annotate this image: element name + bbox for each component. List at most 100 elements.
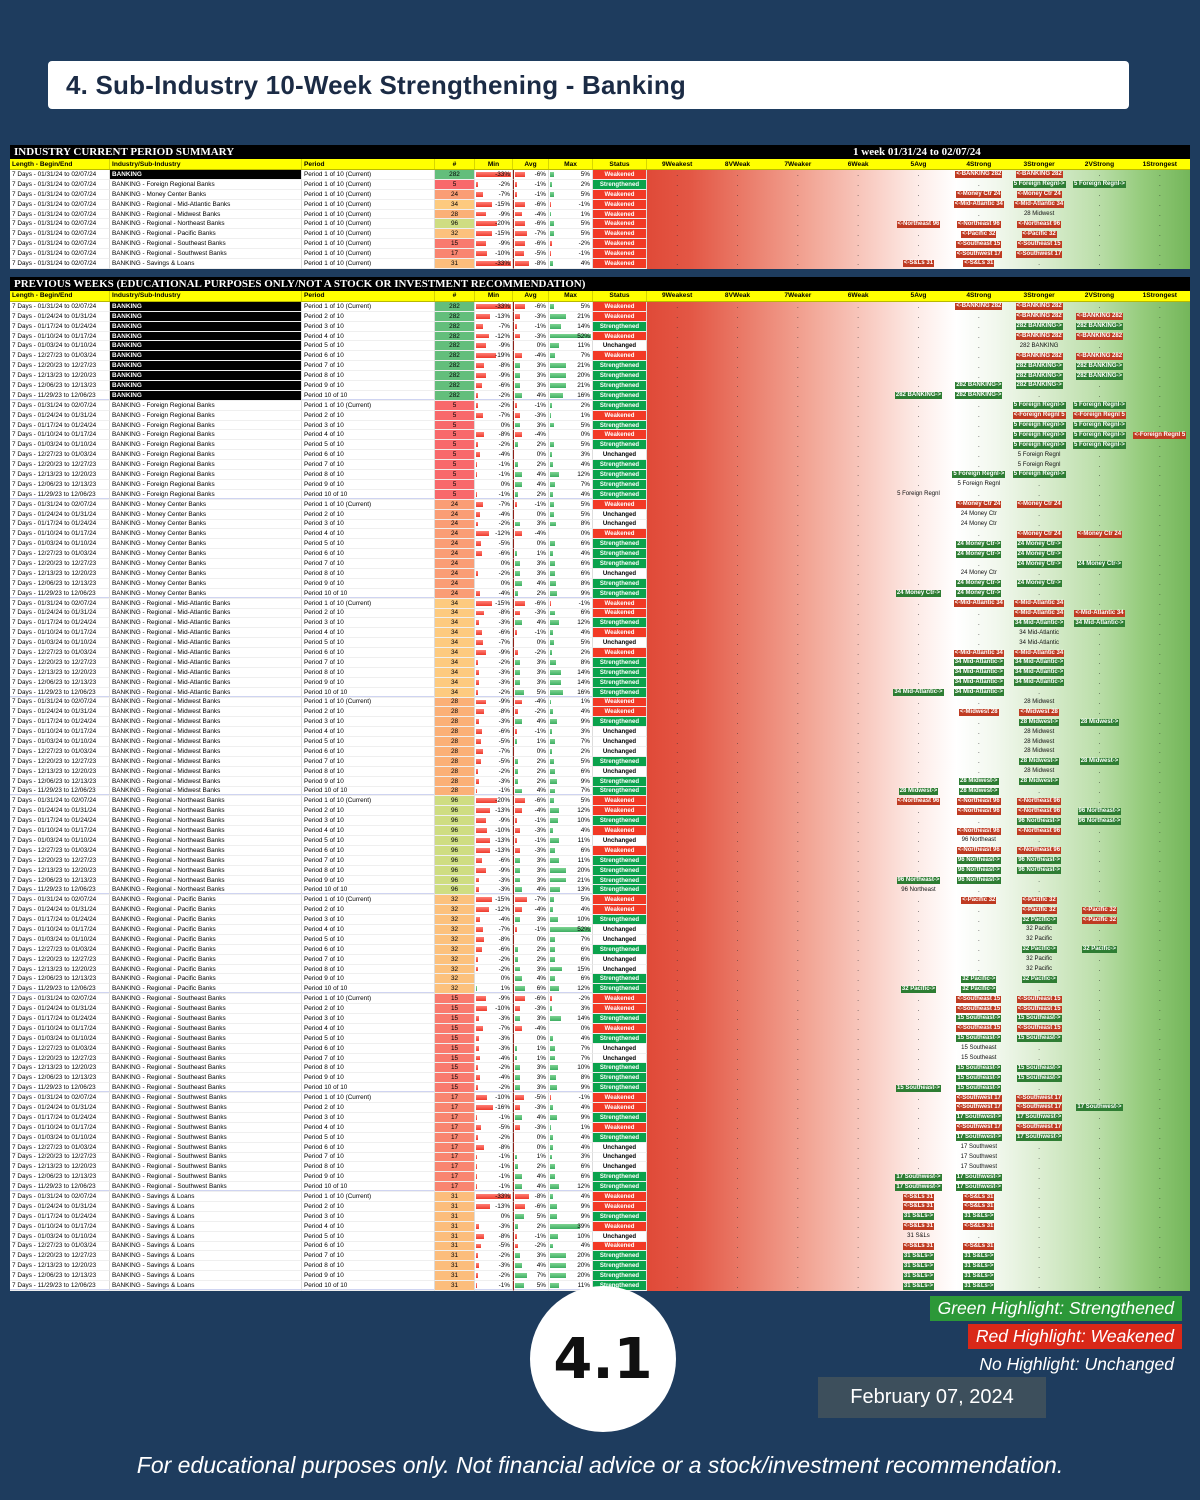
table-row[interactable]: 7 Days - 01/31/24 to 02/07/24 BANKING - R…: [10, 994, 1190, 1005]
table-row[interactable]: 7 Days - 01/17/24 to 01/24/24 BANKING - M…: [10, 519, 1190, 530]
table-row[interactable]: 7 Days - 12/13/23 to 12/20/23 BANKING - R…: [10, 667, 1190, 678]
table-row[interactable]: 7 Days - 12/20/23 to 12/27/23 BANKING - R…: [10, 657, 1190, 668]
table-row[interactable]: 7 Days - 01/31/24 to 02/07/24 BANKING Peri…: [10, 170, 1190, 180]
table-row[interactable]: 7 Days - 01/03/24 to 01/10/24 BANKING - F…: [10, 440, 1190, 451]
table-row[interactable]: 7 Days - 01/17/24 to 01/24/24 BANKING - S…: [10, 1211, 1190, 1222]
table-row[interactable]: 7 Days - 12/27/23 to 01/03/24 BANKING Peri…: [10, 351, 1190, 362]
table-row[interactable]: 7 Days - 01/31/24 to 02/07/24 BANKING - R…: [10, 796, 1190, 807]
table-row[interactable]: 7 Days - 01/10/24 to 01/17/24 BANKING - F…: [10, 430, 1190, 441]
table-row[interactable]: 7 Days - 01/24/24 to 01/31/24 BANKING - R…: [10, 707, 1190, 718]
table-row[interactable]: 7 Days - 12/06/23 to 12/13/23 BANKING - R…: [10, 1073, 1190, 1084]
table-row[interactable]: 7 Days - 12/06/23 to 12/13/23 BANKING - R…: [10, 677, 1190, 688]
table-row[interactable]: 7 Days - 01/31/24 to 02/07/24 BANKING - R…: [10, 199, 1190, 210]
table-row[interactable]: 7 Days - 01/17/24 to 01/24/24 BANKING - R…: [10, 618, 1190, 629]
table-row[interactable]: 7 Days - 12/27/23 to 01/03/24 BANKING - R…: [10, 944, 1190, 955]
table-row[interactable]: 7 Days - 11/29/23 to 12/06/23 BANKING - R…: [10, 1182, 1190, 1193]
table-row[interactable]: 7 Days - 12/13/23 to 12/20/23 BANKING - S…: [10, 1261, 1190, 1272]
table-row[interactable]: 7 Days - 01/10/24 to 01/17/24 BANKING - S…: [10, 1221, 1190, 1232]
table-row[interactable]: 7 Days - 01/17/24 to 01/24/24 BANKING - F…: [10, 420, 1190, 431]
table-row[interactable]: 7 Days - 01/31/24 to 02/07/24 BANKING - R…: [10, 895, 1190, 906]
table-row[interactable]: 7 Days - 12/27/23 to 01/03/24 BANKING - R…: [10, 746, 1190, 757]
table-row[interactable]: 7 Days - 12/27/23 to 01/03/24 BANKING - S…: [10, 1241, 1190, 1252]
table-row[interactable]: 7 Days - 12/06/23 to 12/13/23 BANKING - R…: [10, 776, 1190, 787]
table-row[interactable]: 7 Days - 01/03/24 to 01/10/24 BANKING - S…: [10, 1231, 1190, 1242]
table-row[interactable]: 7 Days - 12/06/23 to 12/13/23 BANKING - F…: [10, 479, 1190, 490]
table-row[interactable]: 7 Days - 01/31/24 to 02/07/24 BANKING - M…: [10, 499, 1190, 510]
table-row[interactable]: 7 Days - 01/24/24 to 01/31/24 BANKING - F…: [10, 410, 1190, 421]
table-row[interactable]: 7 Days - 12/20/23 to 12/27/23 BANKING - R…: [10, 1152, 1190, 1163]
table-row[interactable]: 7 Days - 12/20/23 to 12/27/23 BANKING Peri…: [10, 361, 1190, 372]
table-row[interactable]: 7 Days - 01/03/24 to 01/10/24 BANKING - M…: [10, 539, 1190, 550]
table-row[interactable]: 7 Days - 12/13/23 to 12/20/23 BANKING - R…: [10, 766, 1190, 777]
table-row[interactable]: 7 Days - 11/29/23 to 12/06/23 BANKING - F…: [10, 489, 1190, 500]
table-row[interactable]: 7 Days - 01/24/24 to 01/31/24 BANKING - R…: [10, 806, 1190, 817]
table-row[interactable]: 7 Days - 01/03/24 to 01/10/24 BANKING - R…: [10, 737, 1190, 747]
table-row[interactable]: 7 Days - 12/27/23 to 01/03/24 BANKING - F…: [10, 450, 1190, 461]
table-row[interactable]: 7 Days - 01/10/24 to 01/17/24 BANKING - R…: [10, 1023, 1190, 1034]
table-row[interactable]: 7 Days - 01/10/24 to 01/17/24 BANKING - R…: [10, 727, 1190, 738]
table-row[interactable]: 7 Days - 12/20/23 to 12/27/23 BANKING - M…: [10, 559, 1190, 569]
table-row[interactable]: 7 Days - 12/06/23 to 12/13/23 BANKING - R…: [10, 1172, 1190, 1183]
table-row[interactable]: 7 Days - 01/31/24 to 02/07/24 BANKING - R…: [10, 229, 1190, 240]
table-row[interactable]: 7 Days - 01/03/24 to 01/10/24 BANKING - R…: [10, 638, 1190, 649]
table-row[interactable]: 7 Days - 01/31/24 to 02/07/24 BANKING - S…: [10, 1192, 1190, 1202]
table-row[interactable]: 7 Days - 01/10/24 to 01/17/24 BANKING - R…: [10, 1122, 1190, 1133]
table-row[interactable]: 7 Days - 12/13/23 to 12/20/23 BANKING - F…: [10, 470, 1190, 480]
table-row[interactable]: 7 Days - 01/03/24 to 01/10/24 BANKING - R…: [10, 1132, 1190, 1143]
table-row[interactable]: 7 Days - 12/06/23 to 12/13/23 BANKING - M…: [10, 578, 1190, 589]
table-row[interactable]: 7 Days - 01/31/24 to 02/07/24 BANKING - F…: [10, 179, 1190, 190]
table-row[interactable]: 7 Days - 01/17/24 to 01/24/24 BANKING - R…: [10, 816, 1190, 827]
table-row[interactable]: 7 Days - 01/31/24 to 02/07/24 BANKING - R…: [10, 219, 1190, 230]
table-row[interactable]: 7 Days - 12/06/23 to 12/13/23 BANKING - R…: [10, 974, 1190, 985]
table-row[interactable]: 7 Days - 01/31/24 to 02/07/24 BANKING - S…: [10, 259, 1190, 269]
table-row[interactable]: 7 Days - 12/27/23 to 01/03/24 BANKING - R…: [10, 648, 1190, 658]
table-row[interactable]: 7 Days - 01/31/24 to 02/07/24 BANKING - R…: [10, 1093, 1190, 1104]
table-row[interactable]: 7 Days - 12/20/23 to 12/27/23 BANKING - F…: [10, 460, 1190, 471]
table-row[interactable]: 7 Days - 11/29/23 to 12/06/23 BANKING Peri…: [10, 390, 1190, 401]
table-row[interactable]: 7 Days - 11/29/23 to 12/06/23 BANKING - R…: [10, 1083, 1190, 1094]
table-row[interactable]: 7 Days - 11/29/23 to 12/06/23 BANKING - R…: [10, 687, 1190, 698]
table-row[interactable]: 7 Days - 01/31/24 to 02/07/24 BANKING Peri…: [10, 301, 1190, 312]
table-row[interactable]: 7 Days - 11/29/23 to 12/06/23 BANKING - R…: [10, 984, 1190, 995]
table-row[interactable]: 7 Days - 01/03/24 to 01/10/24 BANKING Peri…: [10, 341, 1190, 352]
table-row[interactable]: 7 Days - 01/03/24 to 01/10/24 BANKING - R…: [10, 1033, 1190, 1044]
table-row[interactable]: 7 Days - 12/27/23 to 01/03/24 BANKING - R…: [10, 1142, 1190, 1153]
table-row[interactable]: 7 Days - 11/29/23 to 12/06/23 BANKING - M…: [10, 588, 1190, 599]
table-row[interactable]: 7 Days - 01/10/24 to 01/17/24 BANKING - M…: [10, 529, 1190, 540]
table-row[interactable]: 7 Days - 01/10/24 to 01/17/24 BANKING - R…: [10, 925, 1190, 935]
table-row[interactable]: 7 Days - 12/13/23 to 12/20/23 BANKING - R…: [10, 865, 1190, 876]
table-row[interactable]: 7 Days - 12/06/23 to 12/13/23 BANKING - R…: [10, 875, 1190, 886]
table-row[interactable]: 7 Days - 01/03/24 to 01/10/24 BANKING - R…: [10, 836, 1190, 846]
table-row[interactable]: 7 Days - 01/31/24 to 02/07/24 BANKING - R…: [10, 239, 1190, 250]
table-row[interactable]: 7 Days - 01/31/24 to 02/07/24 BANKING - R…: [10, 209, 1190, 220]
table-row[interactable]: 7 Days - 01/03/24 to 01/10/24 BANKING - R…: [10, 934, 1190, 945]
table-row[interactable]: 7 Days - 01/31/24 to 02/07/24 BANKING - M…: [10, 189, 1190, 200]
table-row[interactable]: 7 Days - 11/29/23 to 12/06/23 BANKING - R…: [10, 885, 1190, 896]
table-row[interactable]: 7 Days - 12/20/23 to 12/27/23 BANKING - S…: [10, 1251, 1190, 1262]
table-row[interactable]: 7 Days - 12/20/23 to 12/27/23 BANKING - R…: [10, 855, 1190, 866]
table-row[interactable]: 7 Days - 12/13/23 to 12/20/23 BANKING - R…: [10, 964, 1190, 975]
table-row[interactable]: 7 Days - 01/17/24 to 01/24/24 BANKING - R…: [10, 717, 1190, 728]
table-row[interactable]: 7 Days - 01/17/24 to 01/24/24 BANKING - R…: [10, 1014, 1190, 1024]
table-row[interactable]: 7 Days - 12/20/23 to 12/27/23 BANKING - R…: [10, 954, 1190, 965]
table-row[interactable]: 7 Days - 12/27/23 to 01/03/24 BANKING - R…: [10, 845, 1190, 856]
table-row[interactable]: 7 Days - 01/24/24 to 01/31/24 BANKING Peri…: [10, 311, 1190, 322]
table-row[interactable]: 7 Days - 01/31/24 to 02/07/24 BANKING - R…: [10, 697, 1190, 708]
table-row[interactable]: 7 Days - 01/24/24 to 01/31/24 BANKING - R…: [10, 1103, 1190, 1113]
table-row[interactable]: 7 Days - 12/20/23 to 12/27/23 BANKING - R…: [10, 756, 1190, 767]
table-row[interactable]: 7 Days - 12/27/23 to 01/03/24 BANKING - R…: [10, 1043, 1190, 1054]
table-row[interactable]: 7 Days - 01/24/24 to 01/31/24 BANKING - S…: [10, 1201, 1190, 1212]
table-row[interactable]: 7 Days - 01/17/24 to 01/24/24 BANKING - R…: [10, 1112, 1190, 1123]
table-row[interactable]: 7 Days - 12/13/23 to 12/20/23 BANKING Peri…: [10, 371, 1190, 382]
table-row[interactable]: 7 Days - 12/20/23 to 12/27/23 BANKING - R…: [10, 1053, 1190, 1064]
table-row[interactable]: 7 Days - 12/06/23 to 12/13/23 BANKING - S…: [10, 1271, 1190, 1282]
table-row[interactable]: 7 Days - 12/13/23 to 12/20/23 BANKING - R…: [10, 1162, 1190, 1173]
table-row[interactable]: 7 Days - 01/31/24 to 02/07/24 BANKING - R…: [10, 598, 1190, 609]
table-row[interactable]: 7 Days - 12/13/23 to 12/20/23 BANKING - R…: [10, 1063, 1190, 1074]
table-row[interactable]: 7 Days - 01/24/24 to 01/31/24 BANKING - R…: [10, 608, 1190, 619]
table-row[interactable]: 7 Days - 01/17/24 to 01/24/24 BANKING Peri…: [10, 321, 1190, 332]
table-row[interactable]: 7 Days - 01/24/24 to 01/31/24 BANKING - R…: [10, 1004, 1190, 1015]
table-row[interactable]: 7 Days - 01/17/24 to 01/24/24 BANKING - R…: [10, 915, 1190, 926]
table-row[interactable]: 7 Days - 01/10/24 to 01/17/24 BANKING Peri…: [10, 331, 1190, 342]
table-row[interactable]: 7 Days - 11/29/23 to 12/06/23 BANKING - R…: [10, 786, 1190, 797]
